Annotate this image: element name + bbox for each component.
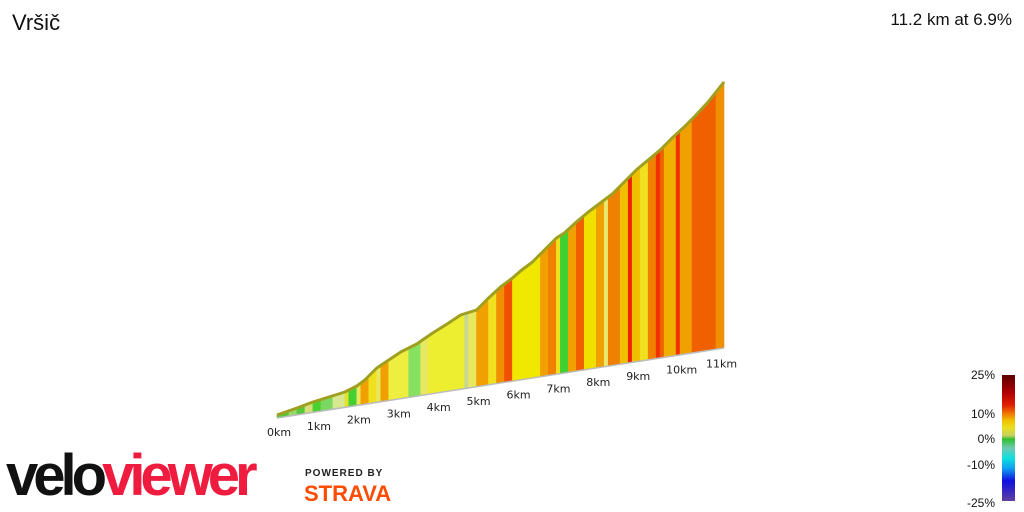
km-tick-label: 10km [666,364,697,377]
legend-tick-label: -10% [966,458,995,472]
gradient-segment [659,145,665,359]
km-tick-label: 3km [387,407,411,420]
km-tick-label: 4km [427,401,451,414]
km-tick-label: 2km [347,414,371,427]
gradient-segment [504,277,513,383]
gradient-segment [603,196,609,368]
gradient-segment [627,173,633,364]
gradient-segment [464,312,469,389]
gradient-segment [595,199,605,369]
gradient-segment [679,118,693,356]
baseline-axis [276,347,725,419]
gradient-segment [639,159,649,362]
km-tick-label: 0km [267,426,291,439]
gradient-segment [647,152,657,361]
km-tick-label: 9km [626,370,650,383]
km-tick-label: 11km [706,357,737,370]
gradient-segment [691,105,705,354]
powered-by-label: POWERED BY [305,468,384,479]
gradient-segment [568,221,577,373]
gradient-segment [663,133,677,358]
gradient-segment [556,234,561,375]
gradient-segment [388,347,410,401]
gradient-segment [631,165,641,363]
legend-tick-label: -25% [966,496,995,510]
km-tick-label: 8km [586,376,610,389]
veloviewer-logo: veloviewer [6,443,258,508]
gradient-segment [468,309,477,389]
gradient-segment [703,91,717,352]
climb-title: Vršič [12,10,61,35]
legend-tick-label: 25% [970,368,995,382]
gradient-segment [715,81,725,350]
legend-tick-label: 0% [977,432,995,446]
legend-tick-label: 10% [970,407,995,421]
gradient-segment [607,185,621,367]
gradient-segment [619,177,629,365]
gradient-color-scale [1002,375,1015,501]
profile-ridge-line [276,81,726,417]
gradient-segment [576,214,585,372]
km-tick-label: 1km [307,420,331,433]
gradient-segment [420,335,429,396]
strava-logo: STRAVA [304,481,392,506]
gradient-strips [276,81,725,419]
gradient-segment [408,340,421,398]
gradient-segment [376,364,382,403]
gradient-segment [548,237,557,376]
gradient-segment [496,283,505,384]
gradient-segment [476,297,489,388]
km-tick-label: 7km [546,382,570,395]
gradient-segment [488,289,497,386]
km-axis-labels: 0km 1km 2km 3km 4km 5km 6km 7km 8km 9km 10km 11km [267,357,737,439]
gradient-segment [675,129,681,356]
gradient-segment [540,245,549,378]
climb-summary: 11.2 km at 6.9% [890,10,1012,29]
gradient-segment [655,149,661,359]
km-tick-label: 5km [467,395,491,408]
gradient-segment [584,205,597,371]
gradient-segment [560,228,569,374]
km-tick-label: 6km [506,389,530,402]
